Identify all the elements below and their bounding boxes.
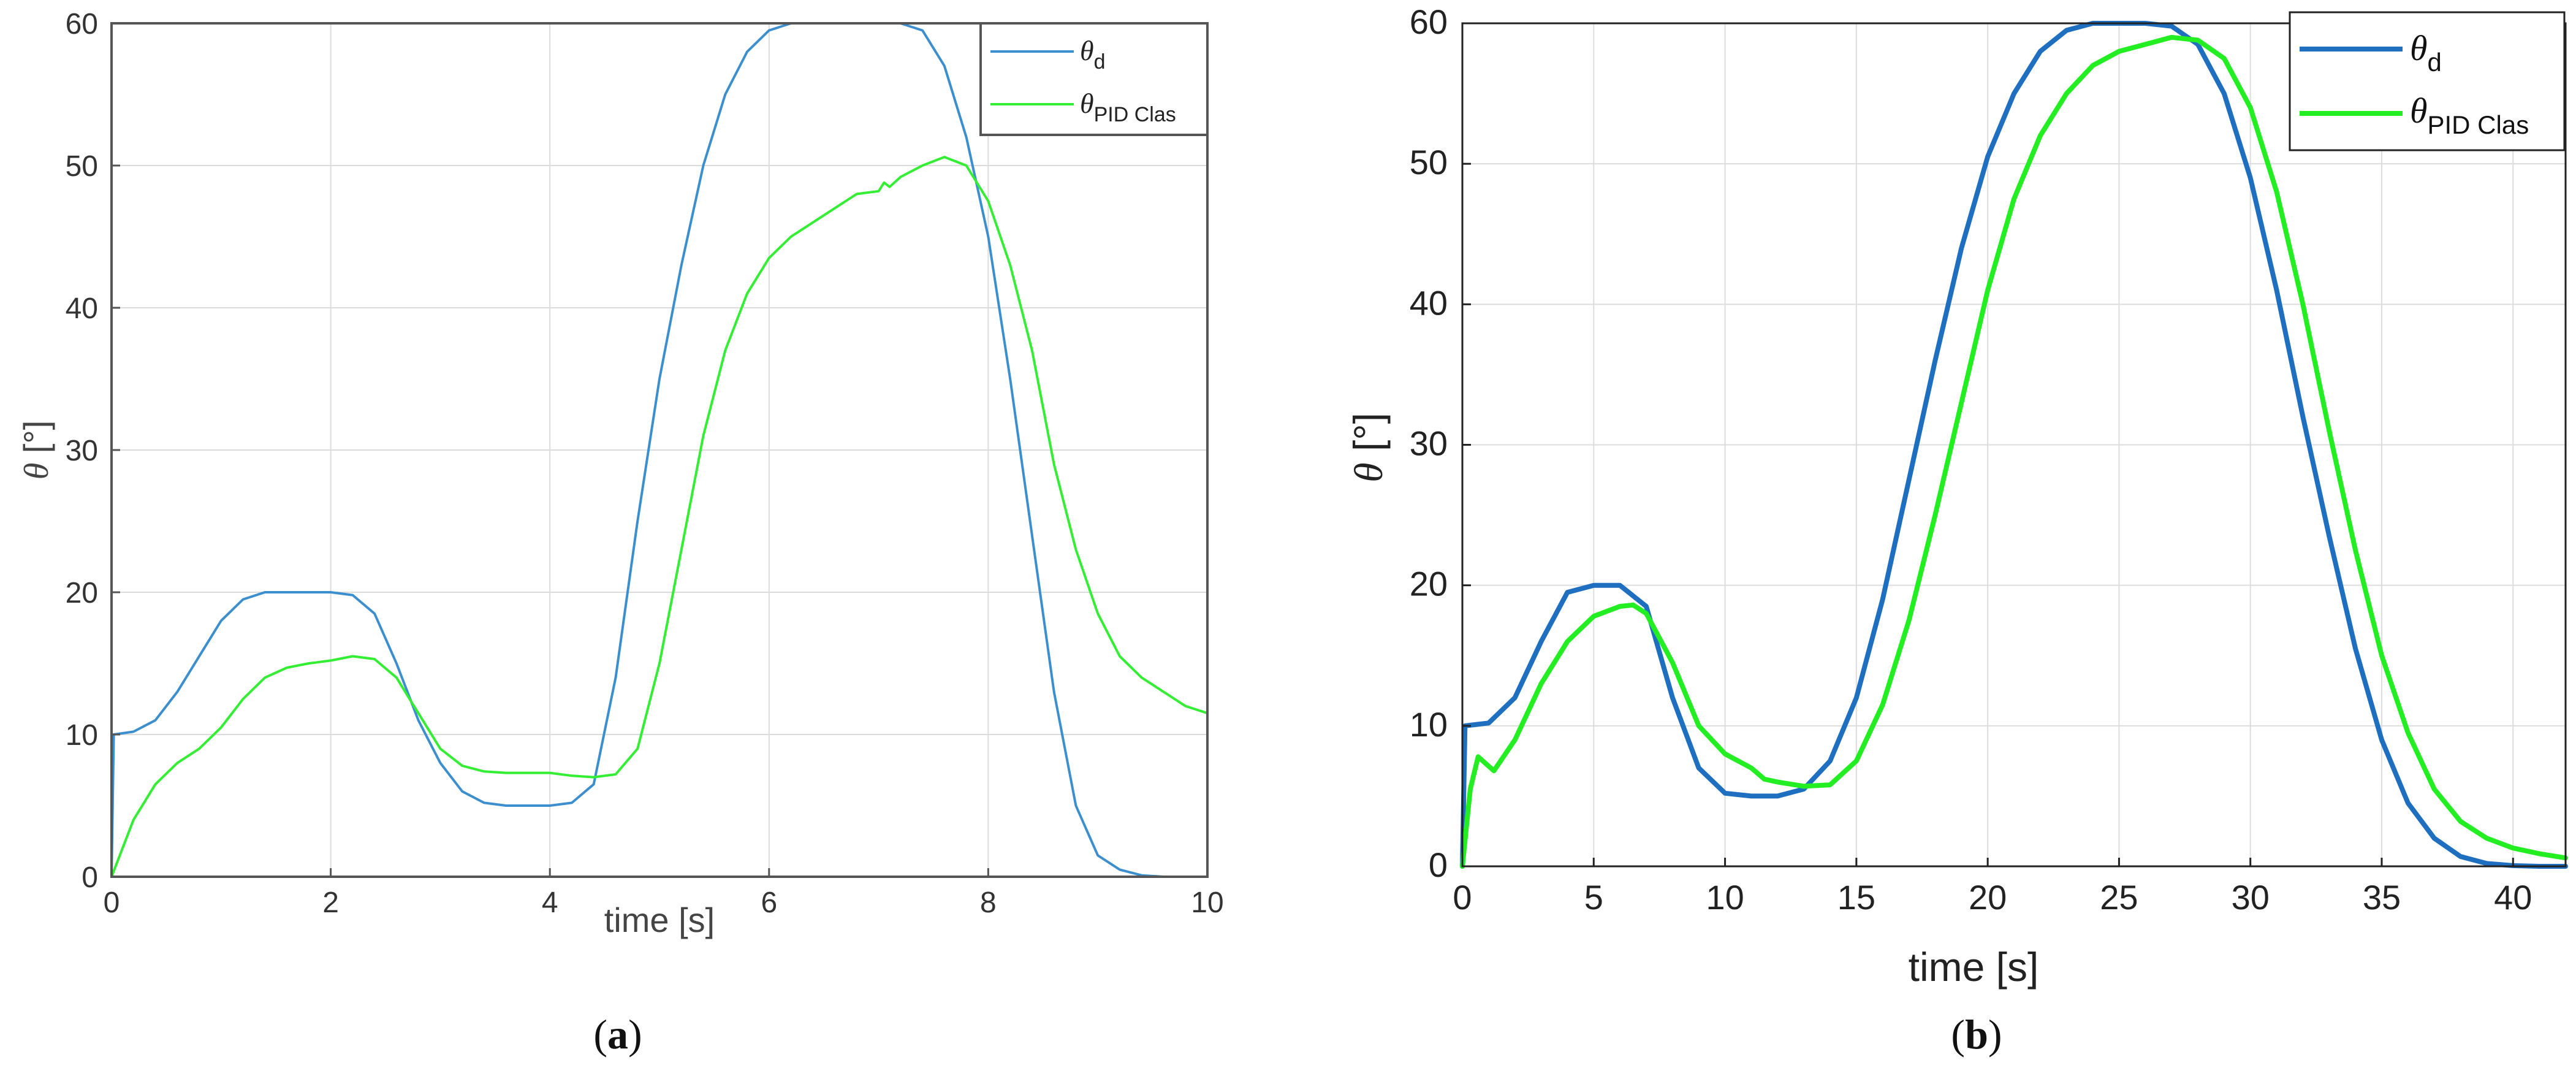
y-tick-label: 40: [66, 292, 98, 325]
x-tick-label: 30: [2232, 878, 2270, 917]
legend-b: θd θPID Clas: [2289, 11, 2566, 151]
y-tick-label: 40: [1410, 283, 1448, 322]
series-line-theta-d: [1460, 21, 2568, 869]
panel-label-a: (a): [593, 1011, 642, 1058]
chart-panel-b: 0 5 10 15 20 25 30 35 40 0 10 20 30 40 50 60 time [s] θ…: [1345, 2, 2568, 1058]
series-lines-b: [1460, 21, 2568, 869]
x-axis-label-a: time [s]: [604, 901, 715, 939]
y-axis-label-b: θ [°]: [1345, 413, 1391, 483]
series-lines-a: [110, 22, 1209, 878]
y-tick-label: 30: [66, 435, 98, 467]
y-tick-label: 60: [1410, 2, 1448, 41]
x-tick-label: 5: [1584, 878, 1603, 917]
x-tick-label: 0: [104, 887, 120, 919]
y-tick-label: 20: [66, 577, 98, 609]
y-tick-label: 50: [66, 150, 98, 183]
x-tick-label: 10: [1706, 878, 1744, 917]
legend-box-a: [979, 22, 1209, 136]
x-tick-label: 25: [2100, 878, 2138, 917]
series-line-theta-pid-clas: [1460, 34, 2568, 869]
x-tick-label: 10: [1191, 887, 1223, 919]
y-tick-label: 30: [1410, 424, 1448, 463]
y-tick-label: 60: [66, 8, 98, 40]
x-tick-label: 15: [1837, 878, 1875, 917]
y-tick-label: 20: [1410, 565, 1448, 603]
x-tick-label: 8: [980, 887, 997, 919]
tick-labels-b: 0 5 10 15 20 25 30 35 40 0 10 20 30 40 50 60: [1410, 2, 2532, 917]
y-tick-label: 0: [82, 861, 98, 894]
x-tick-label: 0: [1453, 878, 1472, 917]
legend-entry-b-1: θPID Clas: [2410, 91, 2529, 139]
y-tick-label: 10: [1410, 705, 1448, 744]
y-tick-label: 0: [1429, 845, 1448, 884]
tick-labels-a: 0 2 4 6 8 10 0 10 20 30 40 50 60: [66, 8, 1224, 919]
x-tick-label: 35: [2363, 878, 2401, 917]
y-axis-label-a: θ [°]: [17, 421, 56, 480]
legend-entry-b-0: θd: [2410, 28, 2442, 77]
chart-panel-a: 0 2 4 6 8 10 0 10 20 30 40 50 60 time [s] θ [°] θd θ…: [17, 8, 1224, 1058]
legend-entry-a-1: θPID Clas: [1080, 88, 1176, 126]
x-tick-label: 4: [542, 887, 558, 919]
x-tick-label: 6: [761, 887, 777, 919]
y-tick-label: 10: [66, 719, 98, 752]
legend-box-b: [2289, 11, 2566, 151]
x-tick-label: 2: [322, 887, 339, 919]
x-tick-label: 40: [2494, 878, 2532, 917]
y-tick-label: 50: [1410, 143, 1448, 181]
series-line-theta-d: [110, 22, 1209, 878]
x-axis-label-b: time [s]: [1909, 944, 2039, 990]
legend-a: θd θPID Clas: [979, 22, 1209, 136]
x-tick-label: 20: [1969, 878, 2007, 917]
series-line-theta-pid-clas: [110, 156, 1209, 878]
grid-b: [1462, 23, 2566, 866]
legend-entry-a-0: θd: [1080, 35, 1106, 74]
grid-a: [112, 23, 1207, 877]
panel-label-b: (b): [1951, 1011, 2002, 1058]
